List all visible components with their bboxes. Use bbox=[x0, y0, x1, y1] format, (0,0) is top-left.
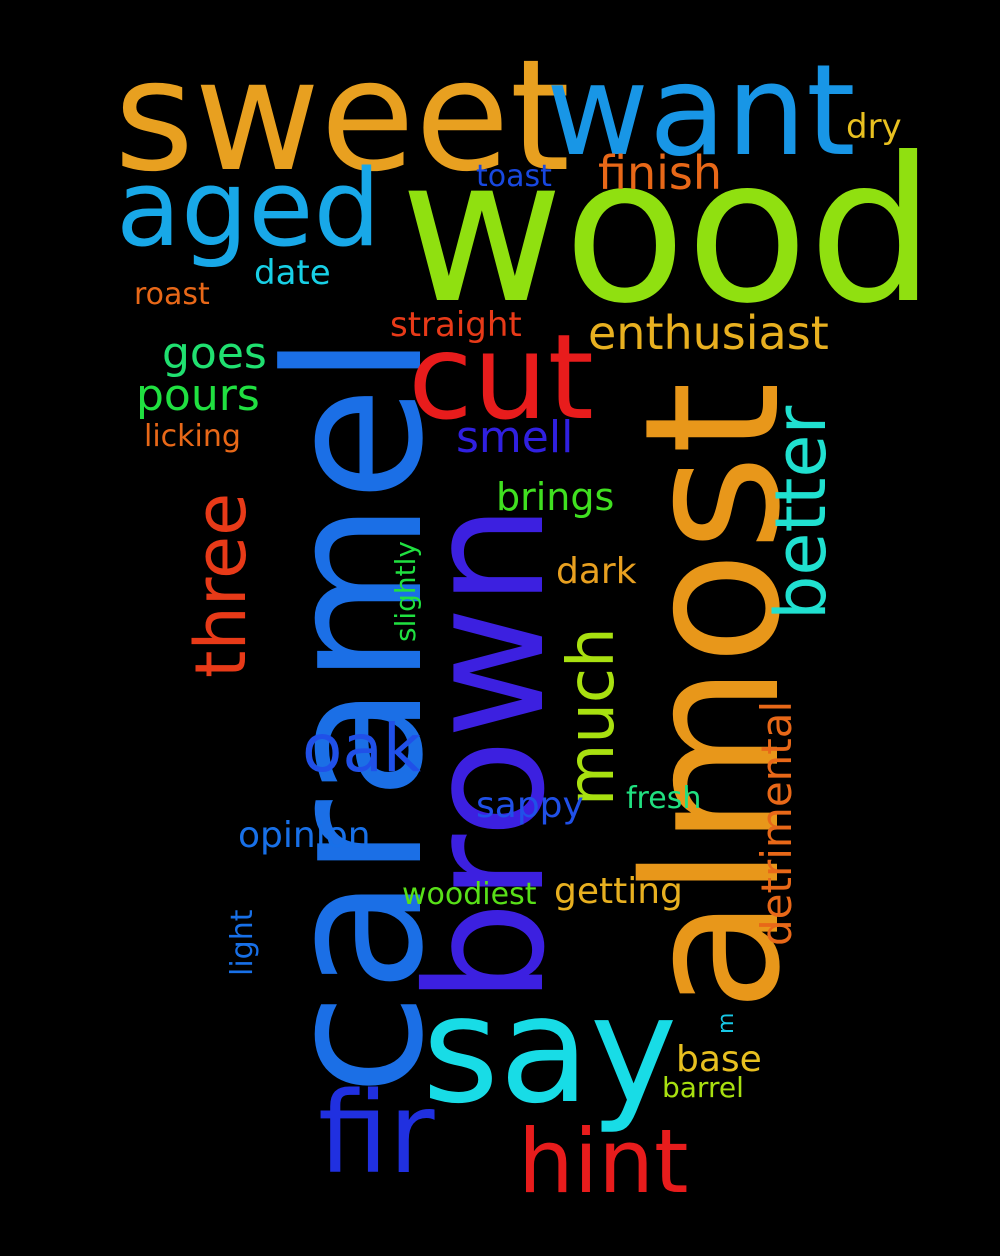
word-cut: cut bbox=[408, 308, 594, 446]
word-roast: roast bbox=[134, 277, 210, 312]
word-goes: goes bbox=[162, 328, 267, 379]
word-brown: brown bbox=[393, 503, 581, 1004]
word-date: date bbox=[254, 253, 331, 293]
word-hint: hint bbox=[518, 1110, 689, 1213]
word-barrel: barrel bbox=[662, 1071, 744, 1104]
word-much: much bbox=[555, 627, 629, 806]
word-woodiest: woodiest bbox=[402, 877, 537, 912]
word-say: say bbox=[422, 964, 678, 1136]
word-aged: aged bbox=[116, 147, 381, 270]
word-getting: getting bbox=[554, 871, 683, 912]
word-opinion: opinion bbox=[238, 815, 371, 856]
word-wood: wood bbox=[400, 115, 936, 348]
word-m: m bbox=[714, 1012, 739, 1034]
word-better: better bbox=[760, 405, 842, 620]
word-enthusiast: enthusiast bbox=[588, 306, 829, 360]
word-smell: smell bbox=[456, 412, 574, 463]
word-straight: straight bbox=[390, 305, 522, 345]
word-pours: pours bbox=[136, 370, 260, 421]
word-finish: finish bbox=[598, 146, 723, 200]
word-base: base bbox=[676, 1039, 762, 1080]
word-licking: licking bbox=[144, 419, 241, 454]
word-detrimental: detrimental bbox=[752, 700, 801, 946]
word-oak: oak bbox=[302, 710, 422, 787]
word-sappy: sappy bbox=[476, 785, 584, 826]
word-sweet: sweet bbox=[114, 27, 571, 206]
word-fir: fir bbox=[318, 1069, 435, 1199]
word-light: light bbox=[225, 909, 260, 977]
word-slightly: slightly bbox=[389, 541, 422, 642]
word-three: three bbox=[180, 492, 262, 678]
word-brings: brings bbox=[496, 475, 615, 519]
word-want: want bbox=[546, 37, 856, 184]
word-dry: dry bbox=[846, 107, 902, 147]
word-toast: toast bbox=[476, 159, 552, 194]
word-fresh: fresh bbox=[626, 781, 702, 816]
word-dark: dark bbox=[556, 551, 637, 592]
